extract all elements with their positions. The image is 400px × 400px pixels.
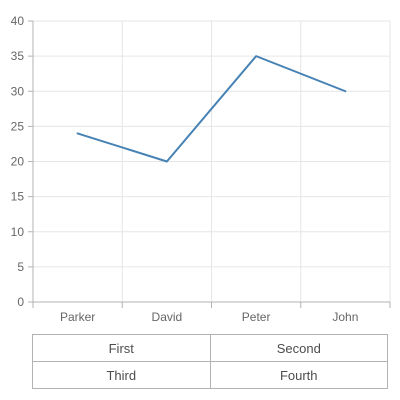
label-table-row: First Second xyxy=(32,334,388,362)
y-tick-label: 40 xyxy=(11,14,25,28)
y-tick-label: 20 xyxy=(11,155,25,169)
x-tick-label: Parker xyxy=(60,310,95,324)
y-tick-label: 5 xyxy=(17,260,24,274)
label-table: First Second Third Fourth xyxy=(32,334,388,389)
label-cell-second: Second xyxy=(209,334,388,362)
y-tick-label: 0 xyxy=(17,295,24,309)
label-table-row: Third Fourth xyxy=(32,361,388,389)
grid-layer xyxy=(33,20,391,302)
y-tick-label: 35 xyxy=(11,49,25,63)
line-chart: 0 5 10 15 20 25 30 35 40 Parker David Peter John xyxy=(11,14,391,324)
label-cell-fourth: Fourth xyxy=(209,361,388,389)
y-tick-label: 10 xyxy=(11,225,25,239)
x-tick-label: David xyxy=(152,310,183,324)
y-tick-label: 15 xyxy=(11,190,25,204)
x-tick-label: Peter xyxy=(242,310,271,324)
y-tick-label: 25 xyxy=(11,119,25,133)
y-tick-label: 30 xyxy=(11,84,25,98)
series-line xyxy=(76,55,347,163)
label-cell-first: First xyxy=(32,334,211,362)
x-tick-label: John xyxy=(332,310,358,324)
series-layer xyxy=(76,55,347,163)
axis-layer: 0 5 10 15 20 25 30 35 40 Parker David Peter John xyxy=(11,14,391,324)
label-cell-third: Third xyxy=(32,361,211,389)
